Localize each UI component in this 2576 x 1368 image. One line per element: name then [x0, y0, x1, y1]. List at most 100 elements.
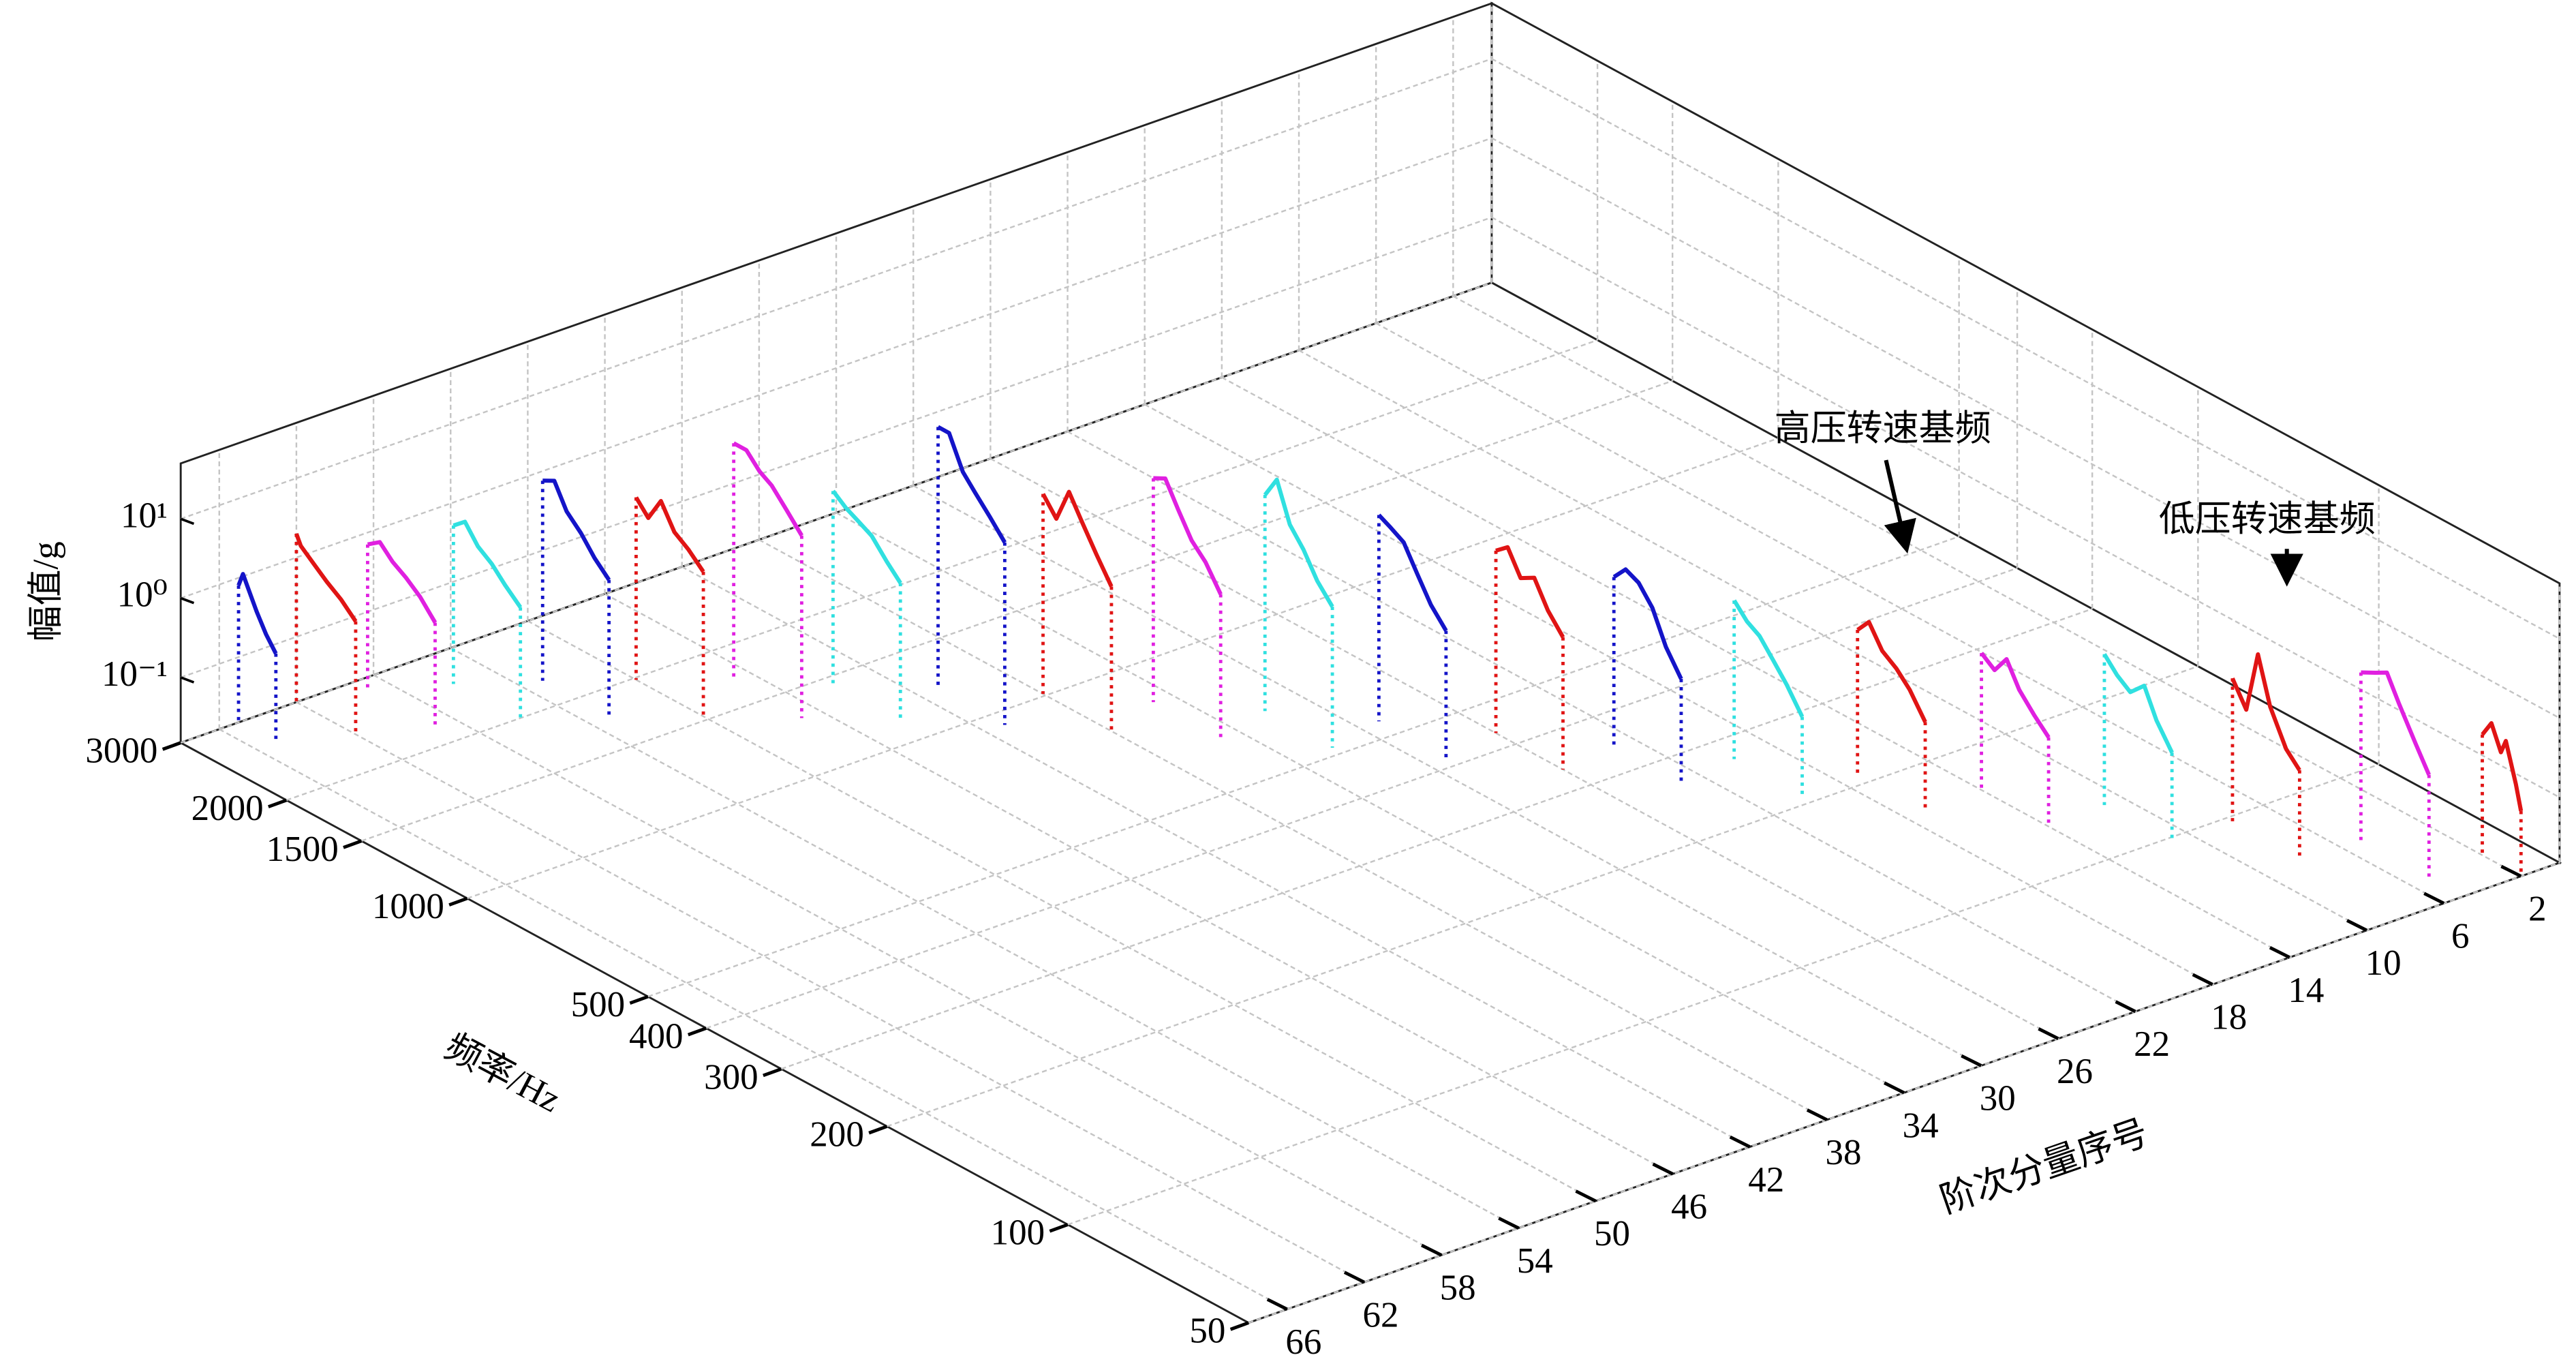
- trace: [1732, 599, 1805, 796]
- y-tick: [1729, 1135, 1751, 1149]
- trace: [236, 572, 278, 743]
- grid-line: [1144, 404, 2213, 986]
- y-tick: [2269, 946, 2290, 959]
- grid-line: [1452, 295, 2521, 877]
- grid-line: [219, 728, 1288, 1310]
- series-line: [634, 496, 705, 573]
- y-tick: [1343, 1271, 1365, 1284]
- grid-line: [1067, 763, 2380, 1226]
- z-tick: [180, 676, 195, 684]
- grid-line: [990, 457, 2059, 1039]
- trace: [1377, 513, 1448, 758]
- y-tick: [2192, 973, 2213, 986]
- y-tick: [2038, 1027, 2059, 1040]
- x-tick-label: 100: [991, 1213, 1045, 1253]
- x-tick: [687, 1027, 707, 1037]
- x-tick: [763, 1067, 782, 1078]
- y-tick-label: 42: [1748, 1160, 1784, 1200]
- trace: [1980, 652, 2051, 827]
- series-line: [1980, 652, 2051, 739]
- y-tick: [1806, 1108, 1828, 1122]
- x-axis-label: 频率/Hz: [438, 1027, 566, 1120]
- y-tick-label: 18: [2211, 998, 2247, 1037]
- trace: [1263, 477, 1334, 748]
- trace: [451, 519, 523, 720]
- series-line: [1153, 476, 1223, 596]
- x-tick-label: 1500: [266, 830, 339, 869]
- y-tick: [2500, 864, 2522, 878]
- trace: [2102, 653, 2174, 842]
- grid-line: [705, 567, 2018, 1029]
- series-line: [367, 540, 438, 624]
- y-tick: [1266, 1298, 1288, 1311]
- grid-line: [1067, 431, 2136, 1013]
- grid-line: [1491, 137, 2560, 719]
- y-tick-label: 14: [2288, 971, 2324, 1010]
- series-line: [453, 519, 523, 609]
- grid-line: [681, 566, 1751, 1148]
- y-tick: [1961, 1054, 1982, 1067]
- y-tick-label: 2: [2528, 890, 2547, 929]
- y-tick: [1421, 1243, 1443, 1257]
- y-tick: [1884, 1081, 1905, 1095]
- grid-line: [286, 339, 1598, 802]
- y-tick: [2115, 1000, 2136, 1014]
- grid-line: [180, 137, 1492, 599]
- x-tick: [162, 741, 182, 751]
- series-line: [294, 533, 358, 623]
- z-tick-label: 10¹: [121, 496, 168, 535]
- z-tick-label: 10⁰: [117, 575, 168, 615]
- y-axis-label: 阶次分量序号: [1935, 1113, 2153, 1221]
- y-tick-label: 22: [2134, 1024, 2170, 1064]
- series-line: [2361, 670, 2432, 776]
- trace: [1494, 545, 1565, 770]
- series-line: [831, 489, 902, 584]
- x-tick: [343, 839, 363, 849]
- z-tick: [180, 517, 195, 526]
- grid-line: [1375, 322, 2444, 905]
- y-tick: [1575, 1189, 1597, 1203]
- grid-line: [1491, 58, 2560, 640]
- series-line: [1856, 620, 1927, 723]
- y-tick-label: 62: [1362, 1295, 1398, 1335]
- series-line: [1612, 567, 1683, 680]
- y-tick: [1652, 1162, 1674, 1176]
- z-tick-label: 10⁻¹: [102, 654, 168, 694]
- series-line: [1495, 545, 1565, 639]
- trace: [2481, 720, 2524, 877]
- annotation: 高压转速基频: [1775, 409, 1991, 449]
- y-tick-label: 34: [1903, 1106, 1939, 1145]
- x-tick-label: 200: [810, 1115, 864, 1155]
- series-line: [733, 441, 804, 537]
- grid-line: [913, 485, 1982, 1067]
- y-tick-label: 54: [1517, 1241, 1553, 1281]
- x-tick-label: 300: [704, 1057, 758, 1097]
- series-line: [2481, 720, 2524, 812]
- grid-line: [1221, 376, 2290, 958]
- y-tick-label: 10: [2365, 943, 2402, 983]
- y-tick: [1498, 1217, 1520, 1230]
- series-line: [937, 425, 1007, 544]
- x-tick: [268, 798, 288, 808]
- annotation: 低压转速基频: [2159, 500, 2376, 539]
- x-tick: [868, 1125, 888, 1135]
- trace: [2359, 670, 2432, 879]
- trace: [1151, 476, 1223, 739]
- x-tick-label: 1000: [372, 887, 444, 926]
- y-tick-label: 26: [2057, 1052, 2093, 1091]
- grid-line: [1491, 216, 2560, 798]
- y-tick: [2423, 892, 2445, 905]
- y-tick-label: 58: [1440, 1268, 1476, 1308]
- series-line: [1377, 513, 1448, 632]
- trace: [540, 478, 611, 717]
- series-line: [236, 572, 278, 655]
- trace: [294, 533, 358, 735]
- grid-line: [604, 593, 1674, 1175]
- series-line: [542, 478, 611, 581]
- grid-line: [467, 437, 1779, 900]
- grid-line: [450, 647, 1519, 1229]
- grid-line: [180, 58, 1492, 520]
